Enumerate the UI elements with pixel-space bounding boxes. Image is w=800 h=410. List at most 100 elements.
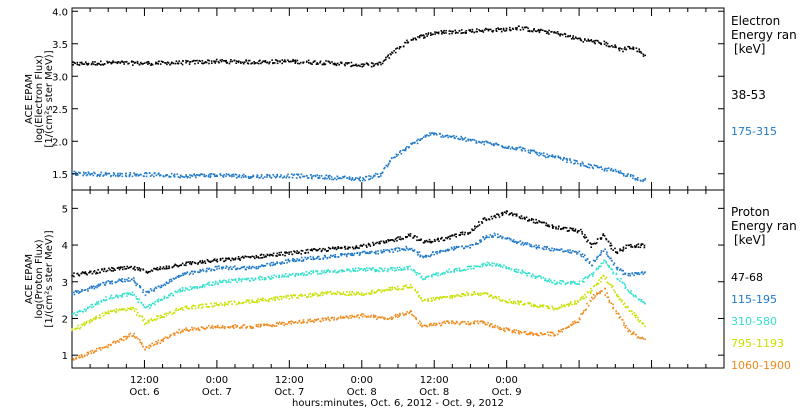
data-point bbox=[571, 303, 573, 306]
data-point bbox=[471, 229, 474, 232]
data-point bbox=[205, 305, 208, 308]
data-point bbox=[322, 271, 324, 274]
data-point bbox=[626, 306, 628, 309]
data-point bbox=[193, 173, 195, 176]
data-point bbox=[432, 297, 435, 299]
data-point bbox=[202, 284, 204, 286]
data-point bbox=[630, 290, 632, 292]
data-point bbox=[404, 285, 406, 287]
data-point bbox=[255, 325, 258, 327]
proton-legend-title-1: Proton bbox=[731, 205, 770, 219]
data-point bbox=[412, 314, 414, 317]
electron-legend-title-2: Energy ran bbox=[731, 28, 797, 42]
data-point bbox=[221, 304, 223, 306]
data-point bbox=[139, 269, 142, 272]
data-point bbox=[417, 322, 420, 324]
data-point bbox=[88, 271, 90, 274]
data-point bbox=[564, 283, 567, 285]
data-point bbox=[157, 339, 160, 342]
data-point bbox=[157, 315, 160, 317]
data-point bbox=[114, 281, 117, 283]
data-point bbox=[575, 159, 577, 162]
data-point bbox=[172, 294, 174, 297]
data-point bbox=[598, 166, 600, 169]
data-point bbox=[317, 318, 319, 320]
data-point bbox=[244, 61, 246, 63]
data-point bbox=[146, 61, 149, 63]
data-point bbox=[623, 282, 626, 285]
data-point bbox=[469, 231, 472, 234]
data-point bbox=[140, 302, 142, 304]
data-point bbox=[205, 303, 207, 305]
data-point bbox=[451, 32, 453, 35]
data-point bbox=[308, 271, 310, 274]
data-point bbox=[459, 270, 461, 272]
data-point bbox=[548, 154, 551, 157]
data-point bbox=[382, 171, 384, 174]
data-point bbox=[518, 216, 521, 219]
data-point bbox=[296, 173, 298, 175]
data-point bbox=[510, 268, 512, 271]
data-point bbox=[273, 324, 275, 327]
data-point bbox=[383, 241, 386, 244]
data-point bbox=[282, 177, 284, 179]
data-point bbox=[161, 316, 163, 318]
data-point bbox=[615, 272, 618, 275]
data-point bbox=[160, 286, 163, 288]
data-point bbox=[520, 332, 523, 334]
data-point bbox=[457, 137, 459, 140]
data-point bbox=[317, 63, 319, 65]
data-point bbox=[162, 284, 164, 287]
data-point bbox=[177, 62, 180, 64]
data-point bbox=[231, 174, 233, 176]
data-point bbox=[514, 301, 516, 304]
data-point bbox=[551, 281, 554, 284]
data-point bbox=[118, 308, 121, 311]
data-point bbox=[100, 64, 102, 66]
data-point bbox=[548, 248, 550, 250]
data-point bbox=[216, 260, 219, 263]
data-point bbox=[380, 316, 382, 319]
data-point bbox=[388, 162, 390, 165]
data-point bbox=[288, 176, 291, 179]
data-point bbox=[212, 269, 215, 271]
data-point bbox=[205, 270, 208, 273]
data-point bbox=[259, 326, 262, 328]
data-point bbox=[616, 295, 619, 298]
data-point bbox=[119, 61, 122, 64]
data-point bbox=[108, 267, 110, 270]
data-point bbox=[113, 173, 116, 176]
data-point bbox=[363, 63, 366, 66]
data-point bbox=[273, 62, 276, 64]
data-point bbox=[296, 296, 298, 299]
data-point bbox=[400, 268, 402, 270]
data-point bbox=[258, 177, 260, 179]
data-point bbox=[318, 175, 321, 177]
data-point bbox=[78, 356, 80, 359]
data-point bbox=[297, 252, 299, 255]
data-point bbox=[373, 251, 376, 254]
data-point bbox=[220, 174, 222, 177]
data-point bbox=[207, 282, 210, 284]
data-point bbox=[605, 262, 608, 264]
data-point bbox=[589, 261, 591, 263]
data-point bbox=[238, 174, 241, 176]
data-point bbox=[121, 266, 124, 269]
data-point bbox=[395, 155, 398, 157]
data-point bbox=[334, 246, 337, 249]
data-point bbox=[118, 175, 121, 177]
data-point bbox=[355, 293, 358, 295]
data-point bbox=[643, 179, 646, 181]
data-point bbox=[528, 219, 530, 222]
data-point bbox=[336, 271, 338, 274]
data-point bbox=[616, 252, 619, 255]
data-point bbox=[569, 159, 571, 161]
data-point bbox=[548, 225, 551, 228]
data-point bbox=[244, 278, 246, 280]
data-point bbox=[281, 62, 283, 65]
data-point bbox=[441, 134, 444, 137]
data-point bbox=[281, 276, 283, 278]
data-point bbox=[445, 249, 447, 252]
data-point bbox=[140, 61, 142, 64]
data-point bbox=[103, 267, 106, 270]
